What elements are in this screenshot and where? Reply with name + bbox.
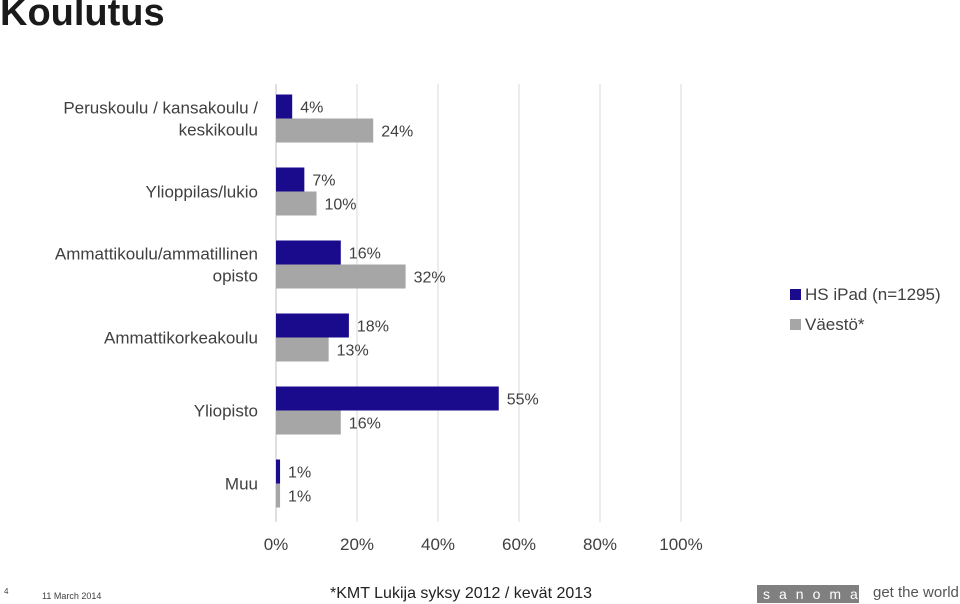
x-tick-label: 0% [264,535,289,554]
page-number: 4 [4,587,9,596]
data-label: 4% [300,100,323,117]
data-label: 7% [312,173,335,190]
bar [276,459,281,484]
bar [276,191,317,216]
data-label: 18% [357,319,389,336]
legend-label: Väestö* [805,315,865,334]
bar [276,483,281,508]
data-label: 16% [349,416,381,433]
bar [276,337,329,362]
data-label: 24% [381,124,413,141]
category-label: Ammattikoulu/ammatillinen opisto [55,245,258,286]
bar [276,264,406,289]
bar-chart: Peruskoulu / kansakoulu / keskikoulu Yliop… [55,84,941,554]
source-note: *KMT Lukija syksy 2012 / kevät 2013 [330,585,593,602]
legend-swatch [790,319,801,330]
data-label: 55% [507,392,539,409]
page-title: Koulutus [0,0,165,34]
data-label: 32% [414,270,446,287]
category-label: Ammattikorkeakoulu [104,329,258,348]
x-tick-label: 100% [659,535,702,554]
bar [276,94,293,119]
brand-tagline: get the world [873,584,959,601]
category-label: Muu [225,475,258,494]
footer-date: 11 March 2014 [42,591,102,601]
data-label: 1% [288,489,311,506]
data-label: 1% [288,465,311,482]
data-label: 16% [349,246,381,263]
legend-label: HS iPad (n=1295) [805,285,941,304]
category-label: Ylioppilas/lukio [146,183,258,202]
category-label: Peruskoulu / kansakoulu / keskikoulu [63,99,258,140]
bar [276,313,349,338]
bar [276,386,499,411]
x-tick-label: 60% [502,535,536,554]
x-tick-label: 20% [340,535,374,554]
legend-swatch [790,289,801,300]
x-tick-label: 80% [583,535,617,554]
x-tick-label: 40% [421,535,455,554]
bar [276,118,374,143]
bar [276,410,341,435]
data-label: 13% [337,343,369,360]
category-label: Yliopisto [194,402,258,421]
data-label: 10% [325,197,357,214]
bar [276,240,341,265]
brand-logo: sanoma [757,585,859,603]
bar [276,167,305,192]
